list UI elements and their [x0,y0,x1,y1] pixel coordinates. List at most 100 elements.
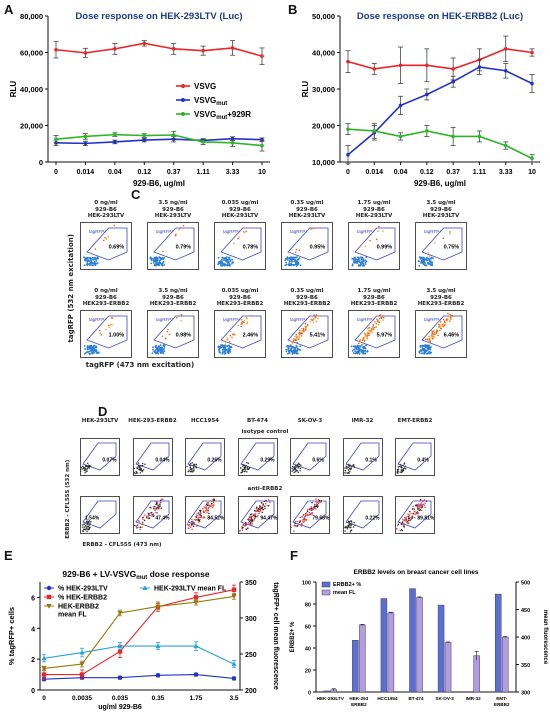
y-tick-label: 20,000 [20,122,43,131]
event-dot [350,523,353,525]
event-dot [83,345,86,347]
event-dot [345,467,348,469]
event-dot [217,261,220,264]
flow-caption: 1.75 ug/ml 929-B6 HEK293-ERBB2 [350,288,398,307]
event-dot [371,331,373,333]
x-tick-label: 1.75 [190,695,203,702]
y-tick-label: 50,000 [312,12,335,21]
event-dot [147,513,149,515]
event-dot [192,520,194,522]
event-dot [155,261,158,263]
event-dot [148,506,151,509]
event-dot [432,330,435,332]
event-dot [368,334,370,337]
event-dot [111,317,114,319]
event-dot [351,263,354,266]
event-dot [404,465,407,468]
event-dot [361,257,364,260]
event-dot [353,348,355,351]
event-dot [438,326,440,328]
event-dot [427,263,430,265]
bar-mean-fl [416,597,423,693]
gate-polygon [421,227,463,261]
x-axis-label: 929-B6, ug/ml [133,179,185,188]
event-dot [425,258,428,261]
gate-percent: 0.98% [176,332,192,338]
gate-polygon [86,315,128,349]
event-dot [356,344,359,347]
event-dot [82,526,84,528]
flow-plot-row1: tagRFP+ 0.79% [147,222,199,270]
event-dot [299,467,302,470]
event-dot [285,261,287,264]
event-dot [86,264,89,267]
event-dot [257,509,260,511]
event-dot [198,516,200,519]
event-dot [288,352,291,354]
y-tick-label: 60 [305,625,311,631]
gate-polygon [292,500,327,529]
event-dot [224,258,227,261]
event-dot [96,262,99,265]
y-tick-label: 20,000 [312,122,335,131]
event-dot [228,256,231,259]
event-dot [175,233,177,236]
event-dot [189,462,192,465]
event-dot [366,327,369,330]
event-dot [95,260,98,262]
event-dot [212,501,215,504]
event-dot [298,335,300,337]
flow-caption: 3.5 ng/ml 929-B6 HEK293-ERBB2 [149,288,197,307]
event-dot [402,525,405,527]
event-dot [100,334,103,336]
event-dot [440,327,443,330]
event-dot [267,504,269,507]
gate-polygon [153,315,195,349]
event-dot [365,334,368,337]
event-dot [358,260,361,262]
event-dot [443,324,446,327]
panel-c-y-axis-label: tagRFP (532 nm excitation) [66,234,75,343]
event-dot [222,262,225,265]
event-dot [138,472,141,474]
event-dot [375,238,378,241]
event-dot [372,325,375,327]
event-dot [293,260,296,262]
event-dot [81,465,84,468]
gate-percent: 0.78% [243,244,259,250]
event-dot [306,324,309,327]
event-dot [442,325,445,328]
event-dot [432,257,434,260]
event-dot [86,470,88,472]
event-dot [436,330,439,332]
event-dot [402,468,405,471]
event-dot [223,344,226,347]
event-dot [202,516,204,519]
event-dot [418,506,421,508]
event-dot [205,506,208,508]
event-dot [368,329,370,332]
panel-d-flow-grid: HEK-293LTV 0.07% 1.54% HEK-293-ERBB2 0.04% 47… [65,418,550,550]
data-point [193,595,199,600]
x-tick-label: 10 [528,169,536,176]
event-dot [195,466,197,469]
event-dot [146,515,149,517]
event-dot [375,322,378,325]
gate-label: tagRFP+ [156,317,174,322]
event-dot [91,352,93,355]
event-dot [292,346,295,349]
gate-polygon [344,500,379,529]
data-point [117,649,123,654]
event-dot [94,248,97,250]
event-dot [366,331,369,333]
event-dot [448,313,450,316]
event-dot [303,518,305,520]
event-dot [152,262,155,264]
gate-polygon [292,442,327,471]
data-point [79,649,85,655]
event-dot [401,529,404,532]
event-dot [155,500,157,503]
data-point [398,103,403,108]
event-dot [296,341,299,344]
event-dot [153,256,156,259]
